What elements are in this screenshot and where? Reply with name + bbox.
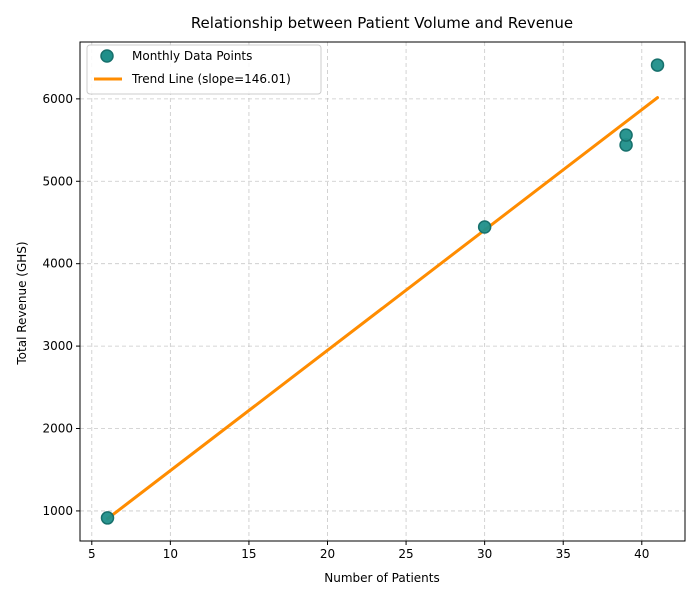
x-tick-label: 10	[163, 547, 178, 561]
legend-label-scatter: Monthly Data Points	[132, 49, 252, 63]
y-axis-label: Total Revenue (GHS)	[15, 241, 29, 365]
x-tick-label: 5	[88, 547, 96, 561]
plot-area-frame	[79, 41, 686, 542]
scatter-point	[100, 511, 115, 525]
legend: Monthly Data Points Trend Line (slope=14…	[86, 44, 322, 95]
trend-line-layer	[106, 96, 659, 521]
x-axis-label: Number of Patients	[324, 571, 439, 585]
x-tick-label: 15	[241, 547, 256, 561]
x-tick-label: 20	[320, 547, 335, 561]
y-tick-label: 1000	[42, 504, 73, 518]
y-tick-label: 2000	[42, 422, 73, 436]
chart-title: Relationship between Patient Volume and …	[191, 14, 573, 32]
y-tick-label: 5000	[42, 174, 73, 188]
legend-label-trend: Trend Line (slope=146.01)	[131, 72, 291, 86]
y-tick-label: 6000	[42, 92, 73, 106]
x-tick-label: 35	[556, 547, 571, 561]
scatter-point	[477, 220, 492, 234]
x-axis-ticks: 5 10 15 20 25 30 35 40	[88, 541, 649, 561]
legend-box	[86, 44, 322, 95]
scatter-points-layer	[100, 58, 665, 525]
trend-line	[106, 96, 659, 521]
legend-scatter-marker	[100, 49, 114, 63]
grid	[80, 42, 685, 541]
y-tick-label: 3000	[42, 339, 73, 353]
y-tick-label: 4000	[42, 257, 73, 271]
x-tick-label: 30	[477, 547, 492, 561]
x-tick-label: 25	[398, 547, 413, 561]
y-axis-ticks: 1000 2000 3000 4000 5000 6000	[42, 92, 80, 518]
scatter-point	[619, 128, 633, 142]
scatter-point	[650, 58, 665, 72]
x-tick-label: 40	[634, 547, 649, 561]
